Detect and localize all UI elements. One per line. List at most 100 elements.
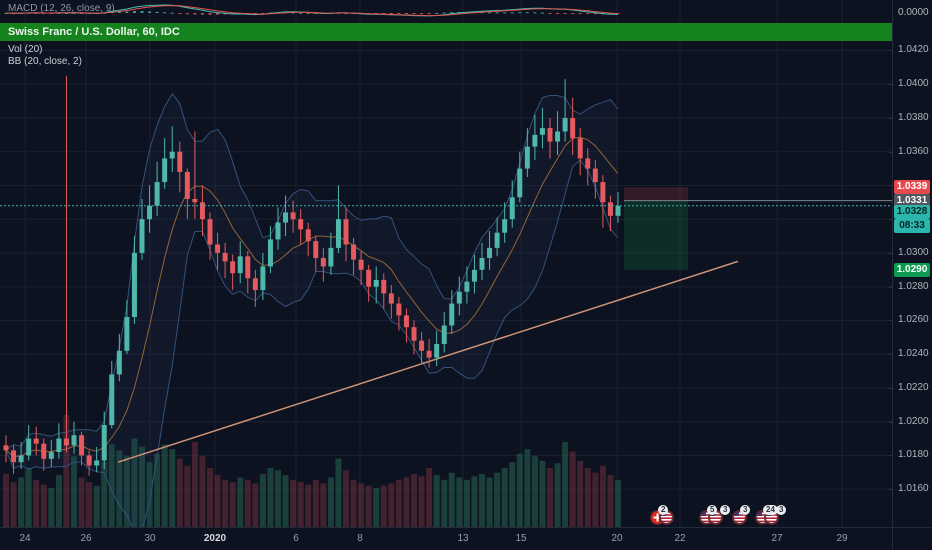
bb-basis-line[interactable] — [5, 136, 619, 457]
macd-histogram-bar — [148, 11, 152, 13]
price-tick-mark — [889, 286, 893, 288]
symbol-banner[interactable]: Swiss Franc / U.S. Dollar, 60, IDC — [0, 23, 893, 41]
candle-body — [328, 247, 334, 267]
candle-body — [124, 317, 130, 351]
macd-histogram-bar — [480, 12, 484, 14]
bollinger-indicator-label[interactable]: BB (20, close, 2) — [8, 56, 82, 67]
macd-histogram-bar — [586, 13, 590, 15]
price-tick-label: 1.0280 — [898, 280, 929, 292]
price-scale[interactable]: 0.00001.04201.04001.03801.03601.03401.03… — [889, 0, 932, 528]
volume-bar — [237, 477, 244, 527]
volume-bar — [252, 483, 259, 527]
macd-histogram-bar — [488, 12, 492, 14]
candle-body — [116, 350, 122, 375]
volume-bar — [403, 477, 410, 527]
candle-body — [411, 327, 417, 341]
macd-histogram-bar — [80, 13, 84, 14]
volume-bar — [456, 477, 463, 527]
volume-bar — [244, 479, 251, 527]
candle-body — [547, 128, 553, 142]
candle-body — [86, 455, 92, 466]
volume-bar — [169, 449, 176, 527]
candle-body — [139, 219, 145, 253]
volume-bar — [131, 438, 138, 527]
candle-body — [479, 258, 485, 270]
price-tick-mark — [889, 50, 893, 52]
volume-bar — [486, 477, 493, 527]
macd-histogram-bar — [49, 13, 53, 14]
candle-body — [471, 269, 477, 282]
macd-histogram-bar — [525, 12, 529, 14]
symbol-title: Swiss Franc / U.S. Dollar, 60, IDC — [8, 26, 180, 38]
target-price-badge: 1.0290 — [894, 262, 930, 277]
volume-bar — [599, 465, 606, 527]
short-position-stop-zone[interactable] — [624, 187, 688, 201]
volume-bar — [191, 442, 198, 527]
price-tick-mark — [889, 421, 893, 423]
macd-histogram-bar — [216, 13, 220, 15]
countdown-badge: 08:33 — [894, 218, 930, 233]
volume-bar — [48, 488, 55, 527]
price-tick-label: 1.0380 — [898, 111, 929, 123]
bb-upper-line[interactable] — [5, 92, 619, 451]
volume-bar — [388, 483, 395, 527]
macd-signal-line[interactable] — [5, 5, 619, 17]
volume-indicator-label[interactable]: Vol (20) — [8, 44, 43, 55]
price-chart-canvas[interactable] — [0, 0, 893, 528]
macd-histogram-bar — [389, 13, 393, 14]
volume-bar — [86, 482, 93, 527]
candle-body — [373, 279, 379, 287]
macd-histogram-bar — [291, 12, 295, 14]
macd-histogram-bar — [72, 12, 76, 14]
volume-bar — [562, 442, 569, 527]
time-scale[interactable]: 24 26 30 2020 6 8 13 15 20 22 27 29 — [0, 527, 893, 550]
event-count-badge: 3 — [720, 505, 731, 515]
candle-body — [615, 205, 621, 216]
macd-histogram-bar — [556, 13, 560, 14]
volume-bar — [55, 475, 62, 527]
volume-bar — [146, 462, 153, 527]
time-tick-label: 13 — [457, 533, 469, 544]
macd-histogram-bar — [571, 13, 575, 14]
candle-body — [18, 455, 24, 463]
volume-bar — [584, 468, 591, 527]
volume-bar — [312, 479, 319, 527]
macd-indicator-label[interactable]: MACD (12, 26, close, 9) — [8, 3, 115, 14]
candle-body — [539, 128, 545, 135]
volume-bar — [479, 473, 485, 527]
candle-body — [207, 219, 213, 245]
candle-body — [192, 198, 198, 203]
time-tick-label: 6 — [293, 533, 299, 544]
candle-body — [109, 374, 115, 426]
price-tick-label: 1.0260 — [898, 314, 929, 326]
macd-histogram-bar — [200, 13, 204, 15]
volume-bar — [222, 479, 229, 527]
macd-histogram-bar — [193, 13, 197, 15]
short-position-target-zone[interactable] — [624, 200, 688, 270]
volume-bar — [327, 477, 334, 527]
bb-lower-line[interactable] — [5, 159, 619, 528]
candle-body — [396, 303, 402, 316]
time-tick-label: 27 — [771, 533, 783, 544]
candle-body — [502, 219, 508, 233]
volume-bar — [199, 456, 206, 527]
volume-bar — [25, 468, 32, 527]
volume-bar — [592, 472, 599, 527]
volume-bar — [123, 456, 130, 527]
macd-histogram-bar — [140, 11, 144, 13]
macd-histogram-bar — [306, 13, 310, 14]
candle-body — [517, 168, 523, 198]
time-tick-label: 20 — [611, 533, 623, 544]
volume-bar — [214, 475, 221, 527]
macd-histogram-bar — [117, 11, 121, 13]
volume-bar — [395, 479, 402, 527]
trend-line[interactable] — [117, 260, 739, 463]
entry-price-badge: 1.0331 — [894, 193, 930, 208]
candle-body — [41, 443, 47, 459]
volume-bar — [350, 479, 357, 527]
volume-bar — [441, 479, 448, 527]
time-tick-label: 22 — [674, 533, 686, 544]
volume-bar — [3, 473, 9, 527]
event-count-badge: 3 — [776, 505, 787, 515]
macd-histogram-bar — [253, 13, 257, 14]
